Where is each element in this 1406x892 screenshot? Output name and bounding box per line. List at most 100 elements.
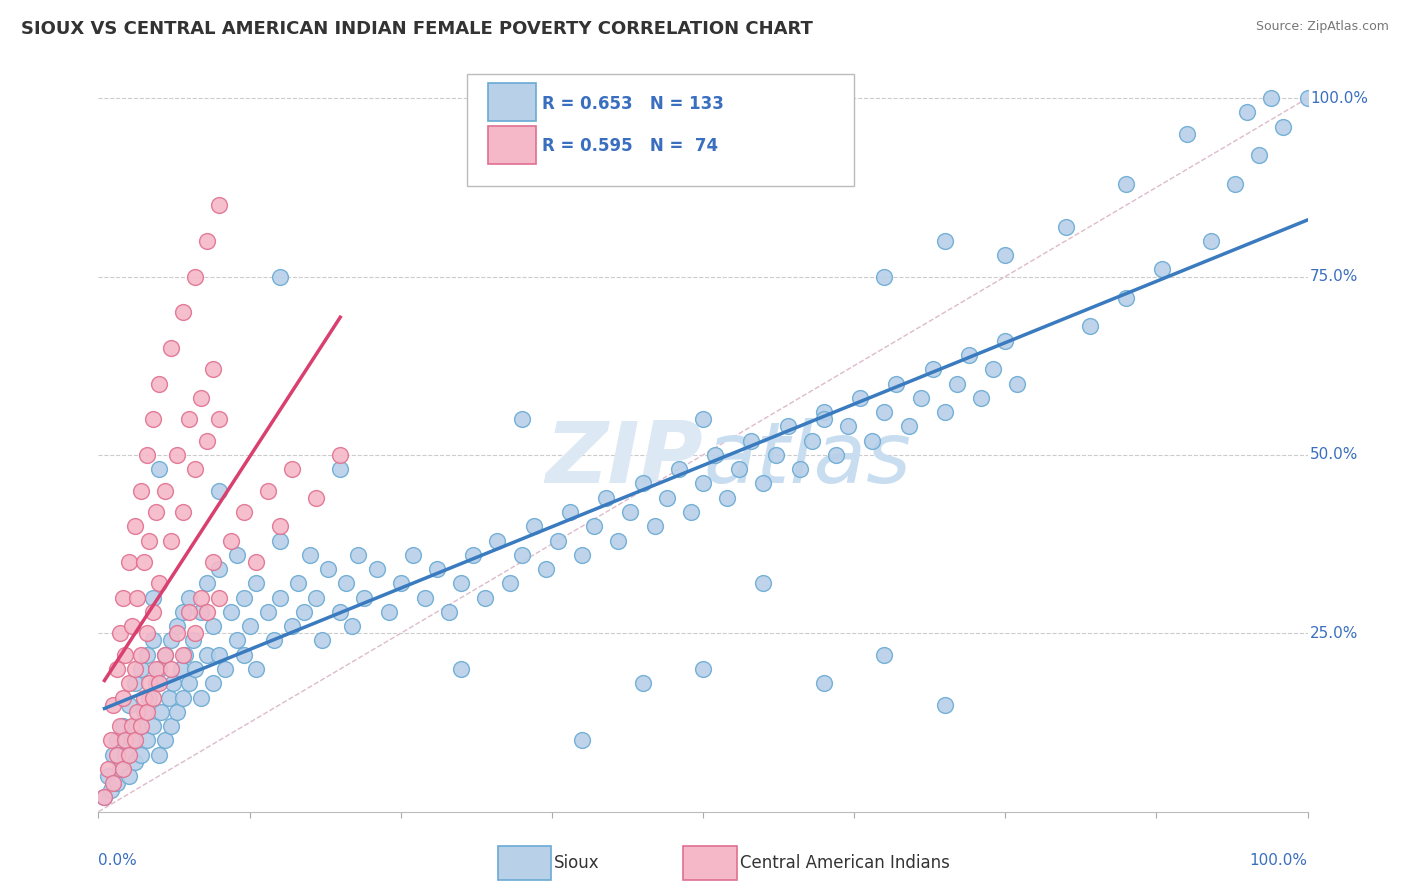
Point (111, 762, 134, 776)
Point (316, 562, 339, 576)
Point (179, 605, 201, 619)
Point (184, 462, 207, 476)
Point (114, 733, 136, 747)
Point (716, 491, 738, 505)
Point (886, 376, 908, 391)
Point (214, 662, 236, 676)
Point (1152, 262, 1174, 277)
Point (934, 234, 956, 248)
Point (910, 391, 932, 405)
Point (114, 648, 136, 662)
Point (135, 733, 157, 747)
Point (849, 391, 872, 405)
Point (121, 719, 143, 733)
Point (873, 648, 896, 662)
Point (124, 755, 146, 769)
FancyBboxPatch shape (467, 74, 855, 186)
Point (160, 533, 183, 548)
Point (179, 676, 201, 690)
Point (342, 619, 364, 633)
Point (142, 633, 165, 648)
Point (121, 733, 143, 747)
Point (825, 448, 848, 462)
Text: atlas: atlas (703, 418, 911, 501)
Point (97, 762, 120, 776)
Point (1249, 148, 1271, 162)
Point (245, 576, 267, 591)
Point (994, 334, 1017, 348)
Point (437, 605, 460, 619)
Point (166, 448, 188, 462)
FancyBboxPatch shape (488, 84, 536, 121)
Point (245, 662, 267, 676)
Point (153, 483, 176, 498)
Point (135, 448, 157, 462)
Point (172, 690, 194, 705)
Point (534, 562, 557, 576)
Point (208, 412, 231, 426)
Point (287, 576, 309, 591)
Point (583, 519, 606, 533)
Point (728, 462, 751, 476)
Point (202, 555, 225, 569)
Point (305, 591, 328, 605)
Point (523, 519, 546, 533)
Point (1223, 177, 1246, 191)
Point (195, 434, 218, 448)
Point (281, 619, 304, 633)
Point (148, 376, 170, 391)
Text: 0.0%: 0.0% (98, 853, 138, 868)
Point (134, 555, 156, 569)
Point (595, 491, 617, 505)
Point (692, 476, 714, 491)
Point (631, 476, 654, 491)
Point (129, 662, 152, 676)
Point (127, 591, 149, 605)
Point (124, 676, 146, 690)
Point (571, 548, 593, 562)
Point (129, 719, 152, 733)
Point (138, 533, 160, 548)
Point (148, 662, 170, 676)
Point (179, 591, 201, 605)
Point (135, 626, 157, 640)
Point (184, 269, 207, 284)
Point (97, 769, 120, 783)
Point (129, 648, 152, 662)
Point (129, 747, 152, 762)
Point (172, 505, 194, 519)
Point (105, 662, 128, 676)
Point (335, 576, 357, 591)
Point (124, 519, 146, 533)
Point (105, 747, 128, 762)
Point (946, 376, 969, 391)
Point (118, 555, 141, 569)
Point (463, 548, 485, 562)
Point (1260, 91, 1282, 105)
Point (897, 419, 920, 434)
Point (1296, 91, 1319, 105)
Point (127, 705, 149, 719)
Point (571, 733, 593, 747)
Point (208, 648, 231, 662)
Point (124, 662, 146, 676)
Point (166, 626, 188, 640)
Point (269, 533, 291, 548)
Point (269, 519, 291, 533)
FancyBboxPatch shape (488, 126, 536, 163)
Point (160, 662, 183, 676)
Point (127, 719, 149, 733)
Text: Source: ZipAtlas.com: Source: ZipAtlas.com (1256, 20, 1389, 33)
Point (957, 348, 980, 362)
Point (169, 662, 191, 676)
Text: ZIP: ZIP (546, 418, 703, 501)
Point (195, 234, 218, 248)
Point (111, 690, 134, 705)
Point (108, 719, 131, 733)
Point (329, 462, 352, 476)
Point (655, 491, 678, 505)
Point (232, 505, 254, 519)
Point (347, 548, 370, 562)
Point (134, 690, 156, 705)
Point (153, 648, 176, 662)
